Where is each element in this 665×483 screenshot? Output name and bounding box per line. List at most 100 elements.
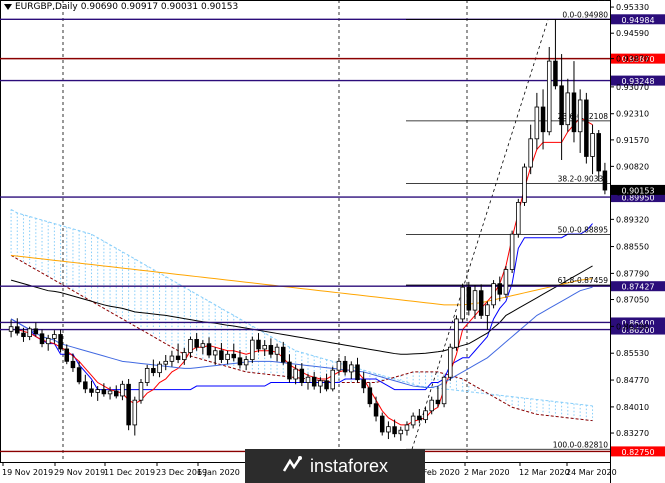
candle-body <box>392 426 397 435</box>
fib-label-0: 0.0-0.94980 <box>562 10 608 19</box>
dropdown-triangle-icon[interactable] <box>4 4 12 10</box>
candle-body <box>305 376 311 383</box>
candle-body <box>120 383 125 397</box>
y-tick-label-14: 0.84770 <box>616 376 649 385</box>
candle-body <box>478 290 484 316</box>
candle-body <box>243 359 249 366</box>
candle-body <box>8 326 14 332</box>
candle-body <box>163 360 168 365</box>
level-tag-2: 0.93248 <box>621 77 654 86</box>
candle-body <box>15 326 20 334</box>
candle-body <box>157 363 162 374</box>
candle-body <box>39 333 45 345</box>
instaforex-logo-icon <box>282 455 304 477</box>
candle-body <box>336 360 342 371</box>
candle-body <box>76 367 82 383</box>
candle-body <box>565 92 571 126</box>
candle-body <box>200 343 206 348</box>
candle-body <box>175 355 181 360</box>
candle-body <box>503 269 509 295</box>
candle-body <box>423 410 428 421</box>
x-tick-label-4: 6 Jan 2020 <box>197 468 240 477</box>
candle-body <box>311 376 317 387</box>
y-tick-label-4: 0.92310 <box>616 110 649 119</box>
candle-body <box>559 85 564 126</box>
y-tick-label-5: 0.91570 <box>616 136 649 145</box>
candle-body <box>602 170 608 191</box>
candle-body <box>45 337 51 345</box>
fib-label-2: 38.2-0.90331 <box>558 175 609 184</box>
candle-body <box>281 346 286 363</box>
candle-body <box>194 339 199 348</box>
candle-body <box>546 60 552 133</box>
candle-body <box>404 424 410 431</box>
x-tick-label-11: 24 Mar 2020 <box>566 468 617 477</box>
level-tag-bg-1 <box>611 53 665 64</box>
candle-body <box>596 133 601 172</box>
candle-body <box>590 133 595 157</box>
level-tag-bg-6 <box>611 324 665 335</box>
fib-label-3: 50.0-0.88895 <box>558 225 609 234</box>
x-tick-label-3: 23 Dec 2019 <box>156 468 207 477</box>
level-tag-bg-3 <box>611 192 665 203</box>
y-tick-label-12: 0.86290 <box>616 322 649 331</box>
candle-body <box>441 376 447 405</box>
candle-body <box>21 332 26 338</box>
level-tag-bg-2 <box>611 75 665 86</box>
candle-body <box>553 60 558 87</box>
candle-body <box>497 283 503 295</box>
x-tick-label-10: 12 Mar 2020 <box>519 468 570 477</box>
candle-body <box>379 415 385 433</box>
fib-label-4: 61.8-0.87459 <box>558 276 609 285</box>
price-axis: 0.95330 0.94590 0.93870 0.93070 0.92310 0.915… <box>610 3 665 438</box>
ma_black-line <box>10 265 593 355</box>
candle-body <box>219 350 224 360</box>
x-tick-label-2: 11 Dec 2019 <box>104 468 155 477</box>
candle-body <box>485 304 490 316</box>
candle-body <box>448 346 453 378</box>
level-tag-5: 0.86400 <box>621 319 654 328</box>
candle-body <box>107 390 113 395</box>
candle-body <box>126 383 131 426</box>
candle-body <box>182 352 187 360</box>
candle-body <box>58 334 63 350</box>
ohlc-label: 0.90690 0.90917 0.90031 0.90153 <box>80 2 239 12</box>
candle-body <box>361 379 366 389</box>
candle-body <box>318 380 323 387</box>
candle-body <box>206 343 212 356</box>
level-tag-6: 0.86200 <box>621 326 654 335</box>
candles <box>8 19 608 441</box>
x-tick-label-8: 19 Feb 2020 <box>410 468 460 477</box>
candle-body <box>373 403 379 417</box>
y-tick-label-11: 0.87050 <box>616 296 649 305</box>
level-tag-0: 0.94984 <box>621 16 654 25</box>
candle-body <box>460 286 465 320</box>
senkou-span-b <box>10 254 593 422</box>
level-tag-bg-5 <box>611 317 665 328</box>
level-tag-7: 0.82750 <box>621 448 654 457</box>
candle-body <box>52 334 57 339</box>
candle-body <box>522 166 527 203</box>
y-tick-label-15: 0.84010 <box>616 403 649 412</box>
senkou-span-a <box>10 209 593 407</box>
candle-body <box>466 286 472 311</box>
candle-body <box>509 233 515 270</box>
candle-body <box>342 360 348 373</box>
fib-label-5: 100.0-0.82810 <box>553 440 608 449</box>
y-tick-label-13: 0.85530 <box>616 349 649 358</box>
candle-body <box>355 364 360 381</box>
current-price-label: 0.90153 <box>621 186 654 195</box>
candle-body <box>70 360 76 369</box>
current-price-bg <box>611 184 665 195</box>
candle-body <box>27 328 32 338</box>
candle-body <box>472 290 478 311</box>
candle-body <box>138 382 144 401</box>
candle-body <box>429 399 434 412</box>
symbol-label: EURGBP,Daily <box>15 2 78 12</box>
candle-body <box>330 369 335 390</box>
candle-body <box>435 399 441 405</box>
candle-body <box>64 348 70 362</box>
y-tick-label-3: 0.93070 <box>616 83 649 92</box>
